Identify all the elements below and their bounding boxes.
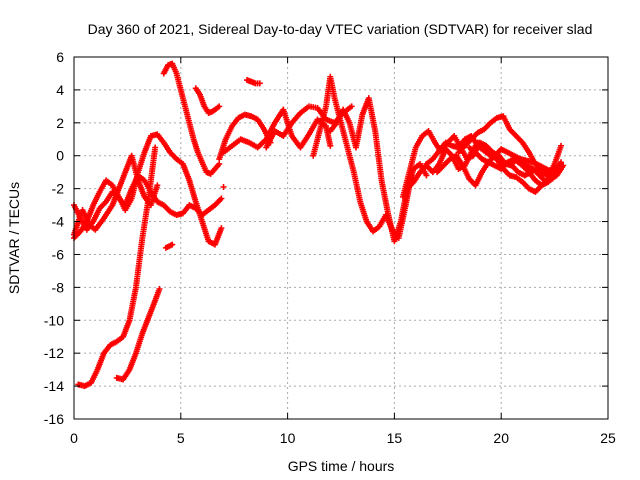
x-tick-label: 15: [387, 430, 403, 446]
x-tick-label: 5: [177, 430, 185, 446]
y-tick-label: -4: [52, 214, 65, 230]
data-point-marker: [558, 159, 565, 166]
data-point-marker: [218, 195, 225, 202]
y-tick-label: 0: [56, 148, 64, 164]
x-tick-label: 0: [70, 430, 78, 446]
x-tick-label: 25: [600, 430, 616, 446]
y-tick-label: -6: [52, 246, 65, 262]
data-points: [71, 60, 567, 390]
y-tick-label: -16: [44, 411, 64, 427]
y-tick-label: 2: [56, 115, 64, 131]
data-point-marker: [169, 241, 176, 248]
plot-frame: [73, 56, 609, 420]
y-tick-label: -14: [44, 378, 64, 394]
y-tick-label: 6: [56, 49, 64, 65]
data-point-marker: [156, 286, 163, 293]
y-tick-label: -2: [52, 181, 65, 197]
data-point-marker: [423, 172, 430, 179]
y-tick-label: -10: [44, 312, 64, 328]
data-point-marker: [154, 182, 161, 189]
data-point-marker: [218, 225, 225, 232]
data-point-marker: [216, 103, 223, 110]
y-tick-label: 4: [56, 82, 64, 98]
y-axis-label: SDTVAR / TECUs: [6, 182, 22, 294]
grid: [74, 57, 608, 419]
y-tick-label: -8: [52, 279, 65, 295]
data-point-marker: [152, 144, 159, 151]
x-tick-label: 10: [280, 430, 296, 446]
y-tick-label: -12: [44, 345, 64, 361]
data-point-marker: [555, 167, 562, 174]
data-point-marker: [220, 183, 227, 190]
chart-title: Day 360 of 2021, Sidereal Day-to-day VTE…: [88, 21, 593, 37]
x-axis-label: GPS time / hours: [288, 458, 395, 474]
data-point-marker: [348, 103, 355, 110]
data-point-marker: [256, 80, 263, 87]
data-point-marker: [558, 142, 565, 149]
data-point-marker: [327, 142, 334, 149]
x-tick-label: 20: [493, 430, 509, 446]
